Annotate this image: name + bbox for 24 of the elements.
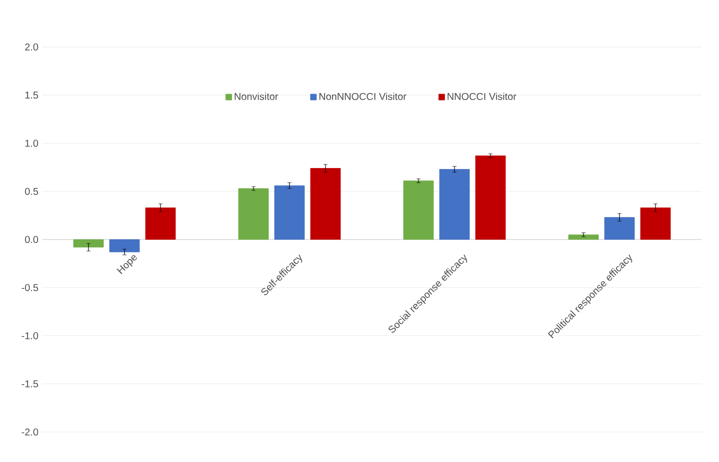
bar [640, 208, 671, 240]
y-tick-label: 0.0 [25, 236, 38, 244]
bar [604, 217, 635, 240]
bar [274, 185, 305, 240]
y-tick-label: -0.5 [22, 284, 38, 292]
y-tick-label: 1.5 [25, 92, 38, 99]
bar [568, 234, 599, 240]
bar [73, 239, 104, 248]
bar [310, 168, 341, 240]
legend-label: NonNNOCCI Visitor [319, 92, 406, 100]
y-tick-label: -1.0 [22, 332, 38, 340]
y-tick-label: 2.0 [25, 43, 38, 51]
y-tick-label: 1.0 [25, 140, 38, 147]
y-tick-label: -2.0 [22, 428, 38, 436]
bar [109, 239, 140, 252]
y-tick-label: -1.5 [22, 380, 38, 388]
y-tick-label: 0.5 [25, 188, 38, 195]
bar [439, 169, 470, 240]
legend-label: Nonvisitor [234, 92, 278, 100]
bar [145, 208, 176, 240]
bar [238, 188, 269, 240]
legend-label: NNOCCI Visitor [448, 92, 516, 100]
bar [475, 156, 506, 240]
bar [403, 180, 434, 240]
